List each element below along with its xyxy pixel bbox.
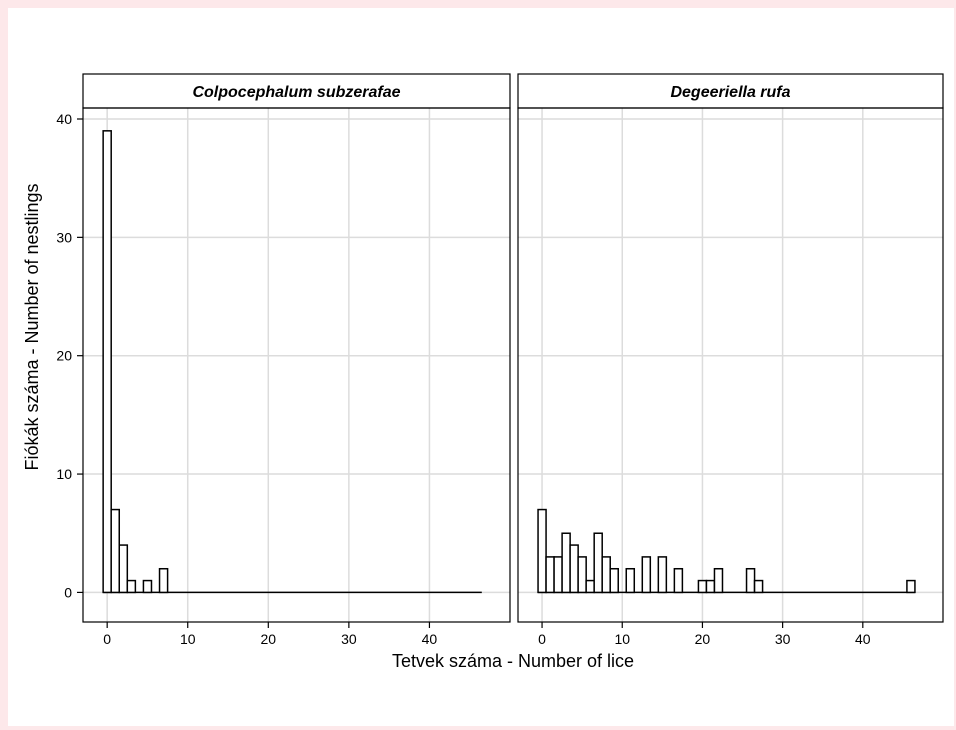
- histogram-bar: [641, 556, 652, 594]
- histogram-bar: [126, 579, 137, 594]
- x-tick-label: 30: [775, 631, 791, 647]
- histogram-bar: [118, 544, 129, 594]
- histogram-bar: [585, 579, 595, 594]
- histogram-bar: [102, 130, 112, 594]
- histogram-bar: [577, 556, 587, 594]
- y-tick-label: 30: [56, 229, 72, 245]
- x-tick-label: 20: [261, 631, 277, 647]
- faceted-histogram-chart: Colpocephalum subzerafae 0 10 20 30 40 0 10 20 30…: [22, 73, 944, 671]
- histogram-bar: [673, 567, 684, 594]
- histogram-bar: [537, 508, 547, 594]
- panel-frame: [517, 107, 944, 623]
- histogram-bar: [745, 567, 756, 594]
- x-axis-label: Tetvek száma - Number of lice: [392, 651, 634, 671]
- histogram-bar: [601, 556, 611, 594]
- x-tick-label: 40: [422, 631, 438, 647]
- x-tick-label: 0: [538, 631, 546, 647]
- x-tick-label: 30: [341, 631, 357, 647]
- histogram-bar: [609, 567, 619, 594]
- x-tick-label: 10: [614, 631, 630, 647]
- histogram-bar: [713, 567, 724, 594]
- panel-strip: [517, 73, 944, 109]
- panel-title: Degeeriella rufa: [670, 84, 790, 101]
- x-tick-label: 20: [695, 631, 711, 647]
- histogram-bar: [545, 556, 555, 594]
- histogram-bar: [625, 567, 636, 594]
- x-tick-label: 0: [103, 631, 111, 647]
- histogram-bar: [705, 579, 716, 594]
- panel-strip: [82, 73, 511, 109]
- panel-frame: [82, 107, 511, 623]
- y-tick-label: 10: [56, 466, 72, 482]
- histogram-bar: [158, 567, 169, 594]
- histogram-bar: [753, 579, 764, 594]
- histogram-bar: [657, 556, 668, 594]
- histogram-bar: [561, 532, 571, 594]
- histogram-bar: [593, 532, 603, 594]
- y-tick-label: 40: [56, 111, 72, 127]
- y-axis-label: Fiókák száma - Number of nestlings: [22, 183, 42, 470]
- histogram-bar: [906, 579, 916, 594]
- histogram-bar: [569, 544, 579, 594]
- histogram-figure: Colpocephalum subzerafae 0 10 20 30 40 0 10 20 30…: [8, 8, 954, 726]
- x-tick-label: 10: [180, 631, 196, 647]
- y-tick-label: 0: [64, 584, 72, 600]
- y-tick-label: 20: [56, 348, 72, 364]
- x-tick-label: 40: [855, 631, 871, 647]
- histogram-bar: [697, 579, 708, 594]
- histogram-bar: [142, 579, 153, 594]
- histogram-bar: [553, 556, 563, 594]
- histogram-bar: [110, 508, 121, 594]
- panel-title: Colpocephalum subzerafae: [192, 84, 400, 101]
